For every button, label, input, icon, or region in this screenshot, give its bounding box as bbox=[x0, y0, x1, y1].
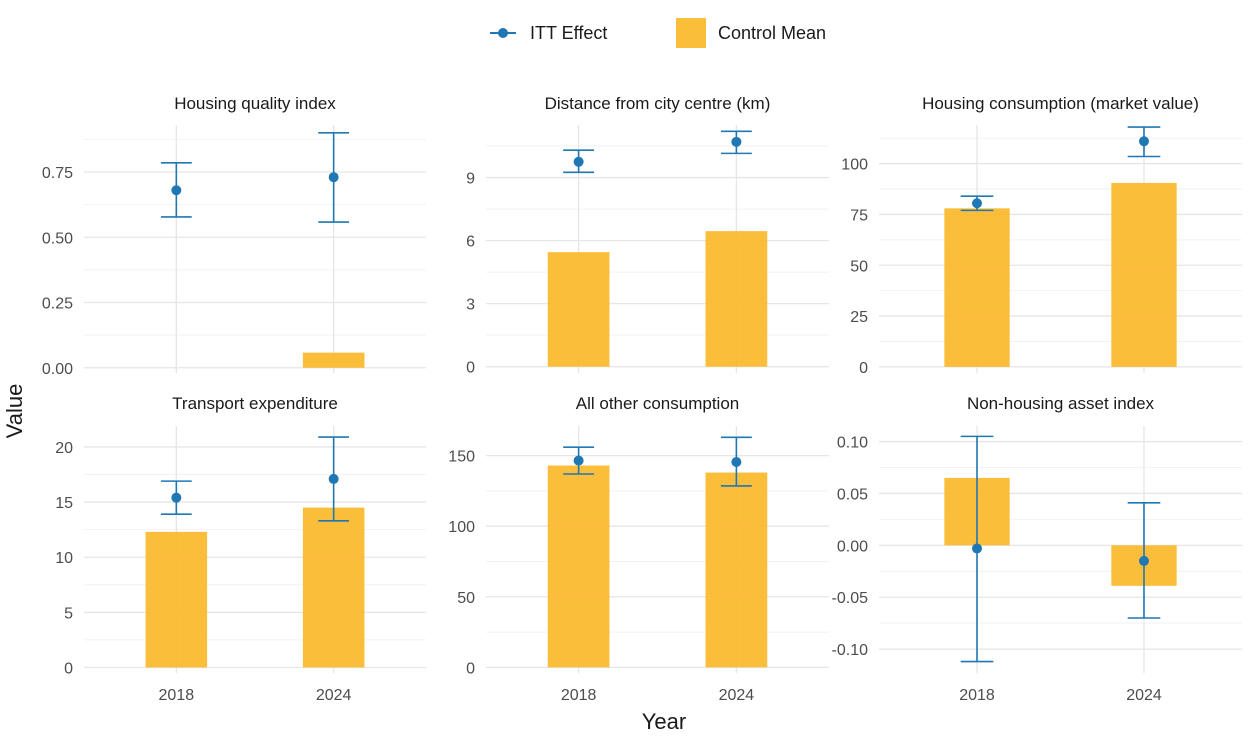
y-tick-label: 100 bbox=[448, 519, 475, 536]
itt-point bbox=[731, 456, 742, 467]
itt-point bbox=[972, 198, 983, 209]
y-tick-label: 100 bbox=[841, 157, 868, 174]
control-mean-bar bbox=[705, 472, 768, 668]
y-tick-label: 25 bbox=[850, 309, 868, 326]
control-mean-bar bbox=[944, 208, 1010, 367]
itt-point bbox=[1138, 136, 1149, 147]
y-tick-label: 0.10 bbox=[837, 435, 868, 452]
y-tick-label: 50 bbox=[457, 590, 475, 607]
y-tick-label: 5 bbox=[64, 605, 73, 622]
y-tick-label: 0.25 bbox=[42, 296, 73, 313]
y-tick-label: 0.75 bbox=[42, 165, 73, 182]
x-tick-label: 2018 bbox=[159, 687, 195, 704]
y-tick-label: 150 bbox=[448, 449, 475, 466]
itt-point bbox=[171, 185, 182, 196]
x-tick-label: 2024 bbox=[1126, 687, 1162, 704]
control-mean-bar bbox=[302, 507, 365, 668]
y-axis-title: Value bbox=[2, 384, 27, 439]
legend-control-label: Control Mean bbox=[718, 22, 827, 43]
y-tick-label: 3 bbox=[466, 297, 475, 314]
itt-point bbox=[972, 543, 983, 554]
y-tick-label: 15 bbox=[55, 495, 73, 512]
itt-point bbox=[731, 136, 742, 147]
x-tick-label: 2018 bbox=[959, 687, 995, 704]
legend-control-key-icon bbox=[676, 18, 706, 48]
y-tick-label: 75 bbox=[850, 207, 868, 224]
y-tick-label: 9 bbox=[466, 171, 475, 188]
y-tick-label: 20 bbox=[55, 440, 73, 457]
y-tick-label: 0.05 bbox=[837, 486, 868, 503]
panel-title: Non-housing asset index bbox=[967, 394, 1155, 413]
y-tick-label: 0 bbox=[64, 660, 73, 677]
y-tick-label: 0.00 bbox=[837, 538, 868, 555]
panel-title: Distance from city centre (km) bbox=[545, 94, 771, 113]
legend: ITT Effect Control Mean bbox=[0, 18, 1252, 48]
itt-point bbox=[573, 455, 584, 466]
x-tick-label: 2018 bbox=[561, 687, 597, 704]
itt-point bbox=[1138, 555, 1149, 566]
control-mean-bar bbox=[145, 531, 208, 668]
y-tick-label: 0.50 bbox=[42, 230, 73, 247]
control-mean-bar bbox=[547, 465, 610, 668]
legend-item-itt: ITT Effect bbox=[488, 20, 607, 46]
control-mean-bar bbox=[705, 231, 768, 367]
y-tick-label: 10 bbox=[55, 550, 73, 567]
y-tick-label: -0.05 bbox=[832, 590, 869, 607]
y-tick-label: 0.00 bbox=[42, 361, 73, 378]
itt-point bbox=[328, 473, 339, 484]
panel-title: Housing quality index bbox=[174, 94, 336, 113]
x-axis-title: Year bbox=[642, 709, 686, 734]
y-tick-label: 6 bbox=[466, 234, 475, 251]
x-tick-label: 2024 bbox=[719, 687, 755, 704]
y-tick-label: 0 bbox=[859, 360, 868, 377]
panel-title: Housing consumption (market value) bbox=[922, 94, 1199, 113]
panel-title: All other consumption bbox=[576, 394, 739, 413]
itt-point bbox=[573, 156, 584, 167]
panel-title: Transport expenditure bbox=[172, 394, 338, 413]
itt-point bbox=[328, 172, 339, 183]
control-mean-bar bbox=[1111, 182, 1177, 367]
control-mean-bar bbox=[302, 352, 365, 368]
legend-itt-key-icon bbox=[490, 28, 516, 38]
y-tick-label: -0.10 bbox=[832, 642, 869, 659]
x-tick-label: 2024 bbox=[316, 687, 352, 704]
y-tick-label: 50 bbox=[850, 258, 868, 275]
control-mean-bar bbox=[547, 252, 610, 367]
legend-itt-label: ITT Effect bbox=[530, 22, 608, 43]
y-tick-label: 0 bbox=[466, 660, 475, 677]
legend-item-control: Control Mean bbox=[676, 18, 827, 48]
itt-point bbox=[171, 492, 182, 503]
y-tick-label: 0 bbox=[466, 360, 475, 377]
